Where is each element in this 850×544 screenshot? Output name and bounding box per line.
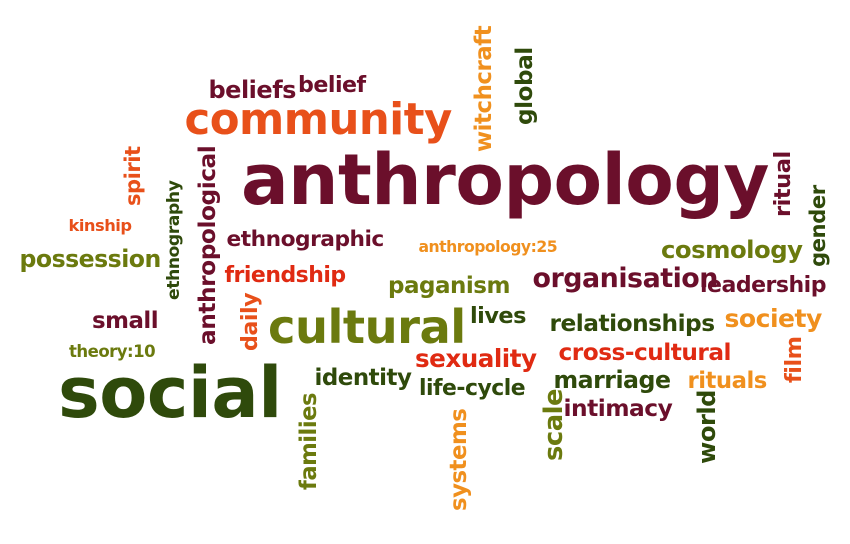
word-anthropology-25: anthropology:25 <box>418 237 558 256</box>
word-rituals: rituals <box>687 367 768 394</box>
word-spirit: spirit <box>119 146 145 206</box>
word-film: film <box>781 336 807 383</box>
word-systems: systems <box>445 408 472 511</box>
word-anthropological: anthropological <box>192 145 221 345</box>
word-organisation: organisation <box>532 262 719 294</box>
word-kinship: kinship <box>68 216 133 235</box>
word-possession: possession <box>19 245 162 273</box>
word-daily: daily <box>237 292 263 351</box>
word-life-cycle: life-cycle <box>419 376 526 401</box>
word-community: community <box>184 94 453 145</box>
word-anthropology: anthropology <box>241 137 769 221</box>
word-scale: scale <box>539 388 569 461</box>
word-global: global <box>510 47 538 125</box>
word-identity: identity <box>314 364 412 391</box>
word-intimacy: intimacy <box>563 393 673 422</box>
word-witchcraft: witchcraft <box>470 25 497 152</box>
word-belief: belief <box>298 72 366 98</box>
word-cross-cultural: cross-cultural <box>558 338 732 366</box>
word-world: world <box>693 390 721 464</box>
word-beliefs: beliefs <box>208 76 297 104</box>
word-cosmology: cosmology <box>661 235 803 264</box>
word-cultural: cultural <box>268 300 466 354</box>
word-social: social <box>58 352 282 434</box>
word-small: small <box>92 307 159 334</box>
word-sexuality: sexuality <box>415 343 537 373</box>
word-leadership: leadership <box>700 273 826 298</box>
word-ethnography: ethnography <box>163 180 184 300</box>
word-families: families <box>295 392 322 490</box>
word-society: society <box>724 303 823 333</box>
word-theory-10: theory:10 <box>69 341 156 361</box>
word-marriage: marriage <box>553 366 672 394</box>
word-lives: lives <box>470 303 526 329</box>
word-ethnographic: ethnographic <box>226 227 385 252</box>
word-relationships: relationships <box>549 309 716 337</box>
word-paganism: paganism <box>388 272 510 299</box>
word-friendship: friendship <box>224 263 347 288</box>
word-ritual: ritual <box>769 151 796 217</box>
word-gender: gender <box>805 185 831 267</box>
